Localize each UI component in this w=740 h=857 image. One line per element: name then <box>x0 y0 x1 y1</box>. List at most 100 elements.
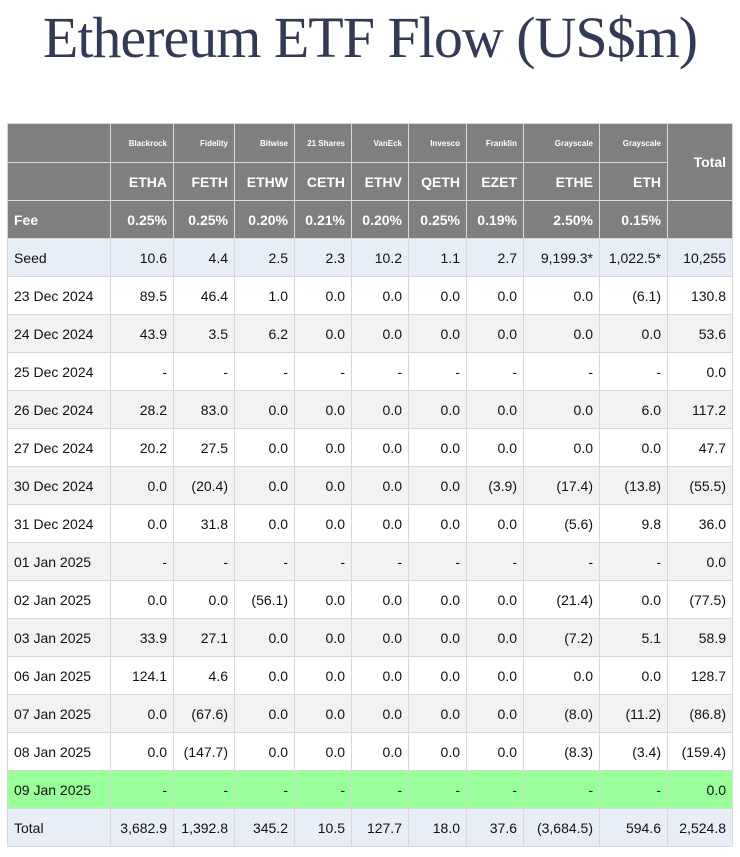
row-date-cell: Total <box>7 808 111 847</box>
flow-value-cell: 0.0 <box>466 656 524 695</box>
flow-value-cell: (8.0) <box>523 694 600 733</box>
flow-value-cell: 0.0 <box>351 656 409 695</box>
fee-total-blank <box>667 200 733 239</box>
flow-value-cell: 0.0 <box>234 656 295 695</box>
flow-value-cell: 0.0 <box>234 694 295 733</box>
flow-value-cell: - <box>466 770 524 809</box>
flow-value-cell: 0.0 <box>110 466 174 505</box>
flow-value-cell: 0.0 <box>294 694 352 733</box>
flow-value-cell: - <box>173 770 235 809</box>
flow-value-cell: - <box>408 770 467 809</box>
flow-value-cell: - <box>599 352 668 391</box>
flow-value-cell: 1,022.5* <box>599 238 668 277</box>
flow-value-cell: (67.6) <box>173 694 235 733</box>
flow-value-cell: (17.4) <box>523 466 600 505</box>
flow-value-cell: 0.0 <box>408 656 467 695</box>
flow-value-cell: (147.7) <box>173 732 235 771</box>
row-date-cell: 06 Jan 2025 <box>7 656 111 695</box>
row-date-cell: Seed <box>7 238 111 277</box>
fee-cell: 0.25% <box>110 200 174 239</box>
flow-value-cell: 0.0 <box>294 580 352 619</box>
flow-value-cell: (6.1) <box>599 276 668 315</box>
flow-value-cell: 1.0 <box>234 276 295 315</box>
row-total-cell: 53.6 <box>667 314 733 353</box>
flow-value-cell: 0.0 <box>408 732 467 771</box>
flow-value-cell: 1.1 <box>408 238 467 277</box>
header-ticker-row: ETHA FETH ETHW CETH ETHV QETH EZET ETHE ETH <box>7 162 733 201</box>
table-row: 02 Jan 2025 0.0 0.0 (56.1) 0.0 0.0 0.0 0.0 (21.4… <box>7 580 733 619</box>
flow-value-cell: - <box>351 542 409 581</box>
flow-value-cell: - <box>408 352 467 391</box>
flow-value-cell: 0.0 <box>466 276 524 315</box>
row-total-cell: (159.4) <box>667 732 733 771</box>
flow-value-cell: - <box>173 542 235 581</box>
flow-value-cell: 0.0 <box>294 314 352 353</box>
table-row: 06 Jan 2025 124.1 4.6 0.0 0.0 0.0 0.0 0.0 0.0 0.0… <box>7 656 733 695</box>
total-column-header: Total <box>667 123 733 201</box>
table-row: 03 Jan 2025 33.9 27.1 0.0 0.0 0.0 0.0 0.0 (7.2) 5… <box>7 618 733 657</box>
flow-value-cell: 0.0 <box>599 314 668 353</box>
flow-value-cell: 4.4 <box>173 238 235 277</box>
flow-value-cell: (3.4) <box>599 732 668 771</box>
row-total-cell: 36.0 <box>667 504 733 543</box>
row-date-cell: 03 Jan 2025 <box>7 618 111 657</box>
flow-value-cell: 0.0 <box>110 694 174 733</box>
flow-value-cell: - <box>294 542 352 581</box>
page-title: Ethereum ETF Flow (US$m) <box>42 5 698 70</box>
flow-value-cell: 28.2 <box>110 390 174 429</box>
flow-value-cell: 127.7 <box>351 808 409 847</box>
flow-value-cell: 0.0 <box>351 428 409 467</box>
flow-value-cell: (21.4) <box>523 580 600 619</box>
flow-value-cell: 0.0 <box>294 618 352 657</box>
flow-value-cell: 3,682.9 <box>110 808 174 847</box>
table-row: 08 Jan 2025 0.0 (147.7) 0.0 0.0 0.0 0.0 0.0 (8.3… <box>7 732 733 771</box>
row-date-cell: 02 Jan 2025 <box>7 580 111 619</box>
flow-value-cell: 9.8 <box>599 504 668 543</box>
flow-value-cell: 27.1 <box>173 618 235 657</box>
flow-value-cell: 0.0 <box>466 390 524 429</box>
ticker-header-cell: ETHA <box>110 162 174 201</box>
flow-value-cell: 4.6 <box>173 656 235 695</box>
row-date-cell: 30 Dec 2024 <box>7 466 111 505</box>
flow-value-cell: 0.0 <box>408 466 467 505</box>
row-date-cell: 27 Dec 2024 <box>7 428 111 467</box>
ticker-header-cell: EZET <box>466 162 524 201</box>
issuer-header-cell: Blackrock <box>110 123 174 163</box>
flow-value-cell: 0.0 <box>466 580 524 619</box>
row-total-cell: 2,524.8 <box>667 808 733 847</box>
fee-cell: 0.25% <box>173 200 235 239</box>
flow-value-cell: 0.0 <box>466 694 524 733</box>
flow-value-cell: - <box>173 352 235 391</box>
issuer-header-cell: VanEck <box>351 123 409 163</box>
flow-value-cell: 37.6 <box>466 808 524 847</box>
issuer-header-cell: Bitwise <box>234 123 295 163</box>
flow-value-cell: 10.5 <box>294 808 352 847</box>
flow-value-cell: 5.1 <box>599 618 668 657</box>
ticker-header-cell: ETHE <box>523 162 600 201</box>
flow-value-cell: - <box>234 542 295 581</box>
table-row: 07 Jan 2025 0.0 (67.6) 0.0 0.0 0.0 0.0 0.0 (8.0)… <box>7 694 733 733</box>
flow-value-cell: 0.0 <box>523 390 600 429</box>
etf-flow-table: Blackrock Fidelity Bitwise 21 Shares VanEck I… <box>7 123 733 847</box>
flow-value-cell: 20.2 <box>110 428 174 467</box>
row-total-cell: 0.0 <box>667 352 733 391</box>
flow-value-cell: 0.0 <box>466 618 524 657</box>
header-fee-row: Fee 0.25% 0.25% 0.20% 0.21% 0.20% 0.25% 0.19% 2.… <box>7 200 733 239</box>
flow-value-cell: 10.2 <box>351 238 409 277</box>
flow-value-cell: 0.0 <box>599 656 668 695</box>
header-corner-cell <box>7 123 111 163</box>
ticker-header-cell: ETHV <box>351 162 409 201</box>
flow-value-cell: - <box>110 352 174 391</box>
flow-value-cell: 0.0 <box>408 618 467 657</box>
flow-value-cell: 0.0 <box>351 314 409 353</box>
flow-value-cell: 0.0 <box>110 504 174 543</box>
flow-value-cell: 0.0 <box>466 428 524 467</box>
header-issuer-row: Blackrock Fidelity Bitwise 21 Shares VanEck I… <box>7 123 733 201</box>
flow-value-cell: 83.0 <box>173 390 235 429</box>
flow-value-cell: - <box>110 542 174 581</box>
row-total-cell: 130.8 <box>667 276 733 315</box>
flow-value-cell: 0.0 <box>234 732 295 771</box>
flow-value-cell: (5.6) <box>523 504 600 543</box>
flow-value-cell: 3.5 <box>173 314 235 353</box>
flow-value-cell: - <box>351 770 409 809</box>
